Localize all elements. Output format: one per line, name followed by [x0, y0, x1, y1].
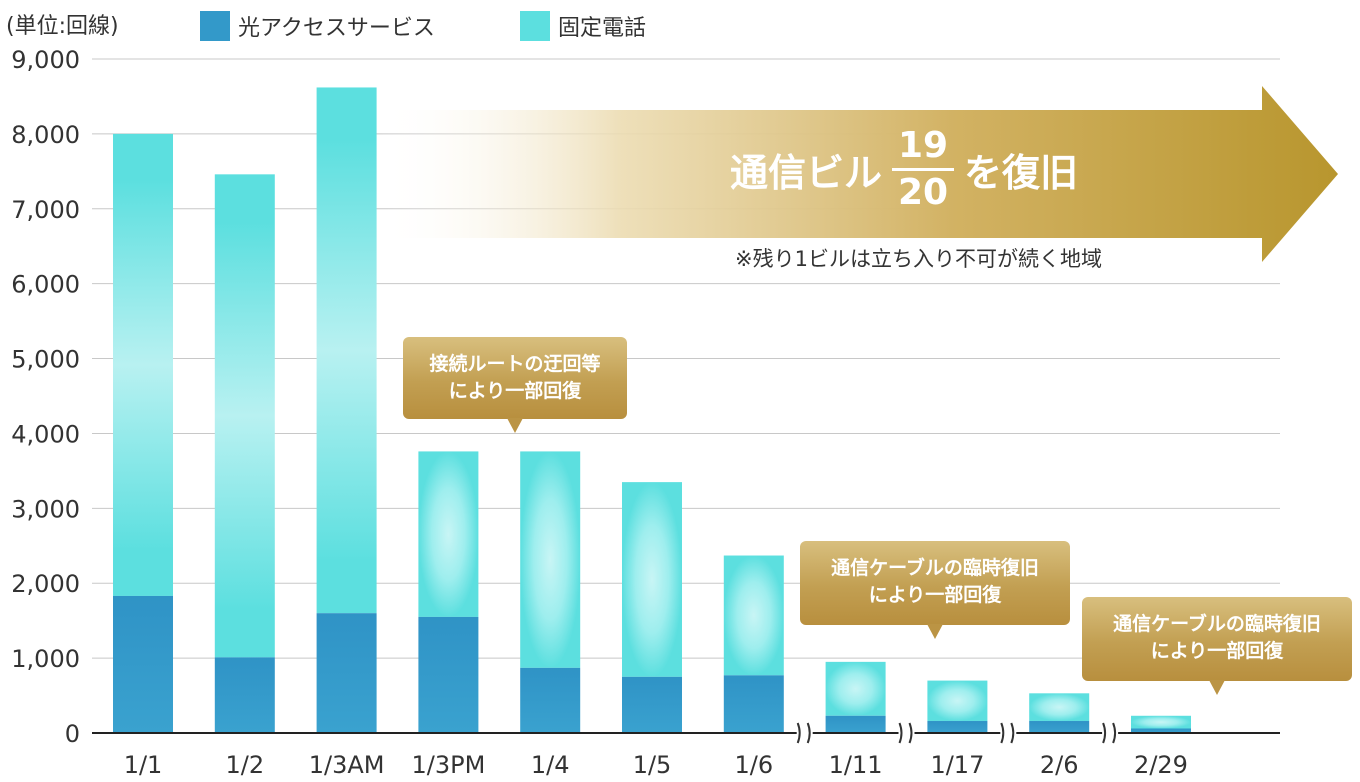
- bar-hikari: [622, 676, 682, 733]
- axis-break-stroke: [796, 722, 801, 744]
- axis-break-stroke: [806, 722, 811, 744]
- arrow-prefix: 通信ビル: [730, 151, 883, 195]
- bar-hikari: [113, 595, 173, 733]
- bar-kotei: [723, 555, 784, 676]
- bar-kotei: [520, 451, 581, 668]
- bar-kotei: [113, 133, 173, 596]
- x-tick-label: 1/17: [930, 751, 984, 779]
- y-tick-label: 1,000: [11, 645, 80, 673]
- arrow-note: ※残り1ビルは立ち入り不可が続く地域: [735, 247, 1102, 271]
- callout-rerouting: 接続ルートの迂回等 により一部回復: [403, 337, 627, 433]
- y-tick-label: 0: [65, 720, 80, 748]
- legend-item-kotei: 固定電話: [520, 10, 646, 42]
- y-tick-label: 8,000: [11, 121, 80, 149]
- x-tick-label: 1/11: [829, 751, 883, 779]
- x-tick-label: 1/1: [124, 751, 163, 779]
- bar-hikari: [825, 715, 886, 733]
- x-tick-label: 1/4: [531, 751, 570, 779]
- x-tick-label: 1/2: [225, 751, 264, 779]
- bar-kotei: [927, 680, 988, 722]
- axis-break-stroke: [1000, 722, 1005, 744]
- y-tick-label: 2,000: [11, 570, 80, 598]
- bar-kotei: [1131, 715, 1191, 729]
- callout-line: 通信ケーブルの臨時復旧: [1113, 613, 1321, 635]
- callout-line: 通信ケーブルの臨時復旧: [831, 557, 1039, 579]
- bar-kotei: [825, 661, 886, 716]
- bar-hikari: [723, 675, 784, 733]
- y-tick-label: 5,000: [11, 346, 80, 374]
- callout-line: により一部回復: [868, 584, 1002, 606]
- axis-break-mark: [1000, 719, 1017, 747]
- axis-break-mark: [898, 719, 915, 747]
- unit-label: (単位:回線): [6, 14, 119, 39]
- bar-hikari: [927, 721, 988, 733]
- bar-kotei: [316, 87, 377, 614]
- bar-hikari: [418, 616, 479, 733]
- bar-kotei: [622, 482, 682, 677]
- x-tick-label: 1/5: [633, 751, 672, 779]
- bar-kotei: [1029, 693, 1090, 722]
- bar-hikari: [214, 657, 275, 733]
- y-tick-label: 3,000: [11, 495, 80, 523]
- x-tick-label: 1/3AM: [309, 751, 385, 779]
- bar-hikari: [316, 613, 377, 733]
- fraction-numerator: 19: [897, 125, 949, 166]
- axis-break-stroke: [1102, 722, 1107, 744]
- fraction: 19 20: [892, 125, 955, 213]
- x-tick-label: 1/6: [734, 751, 773, 779]
- arrow-suffix: を復旧: [964, 151, 1079, 195]
- bar-hikari: [520, 667, 581, 733]
- x-tick-label: 2/29: [1134, 751, 1188, 779]
- axis-break-mark: [1102, 719, 1119, 747]
- axis-break-stroke: [908, 722, 913, 744]
- arrow-headline: 通信ビル 19 20 を復旧: [730, 126, 1078, 213]
- bar-hikari: [1131, 728, 1191, 733]
- y-tick-label: 6,000: [11, 271, 80, 299]
- axis-break-mark: [796, 719, 813, 747]
- legend-label-hikari: 光アクセスサービス: [238, 16, 435, 41]
- restoration-arrow: [380, 86, 1338, 262]
- callout-line: 接続ルートの迂回等: [429, 353, 601, 375]
- fraction-denominator: 20: [897, 172, 949, 213]
- y-tick-label: 7,000: [11, 196, 80, 224]
- axis-break-stroke: [1112, 722, 1117, 744]
- callout-line: により一部回復: [448, 380, 582, 402]
- bar-hikari: [1029, 721, 1090, 733]
- y-tick-label: 4,000: [11, 420, 80, 448]
- legend-swatch-hikari: [200, 11, 230, 41]
- x-tick-label: 1/3PM: [411, 751, 485, 779]
- bar-kotei: [214, 174, 275, 658]
- legend-item-hikari: 光アクセスサービス: [200, 10, 435, 42]
- legend-label-kotei: 固定電話: [558, 16, 647, 41]
- x-tick-label: 2/6: [1040, 751, 1079, 779]
- callout-line: により一部回復: [1150, 640, 1284, 662]
- callout-cable-1: 通信ケーブルの臨時復旧 により一部回復: [800, 541, 1070, 639]
- y-tick-label: 9,000: [11, 46, 80, 74]
- fraction-bar: [892, 168, 955, 171]
- legend-swatch-kotei: [520, 11, 550, 41]
- bar-kotei: [418, 451, 479, 617]
- callout-cable-2: 通信ケーブルの臨時復旧 により一部回復: [1082, 597, 1352, 695]
- axis-break-stroke: [1010, 722, 1015, 744]
- axis-break-stroke: [898, 722, 903, 744]
